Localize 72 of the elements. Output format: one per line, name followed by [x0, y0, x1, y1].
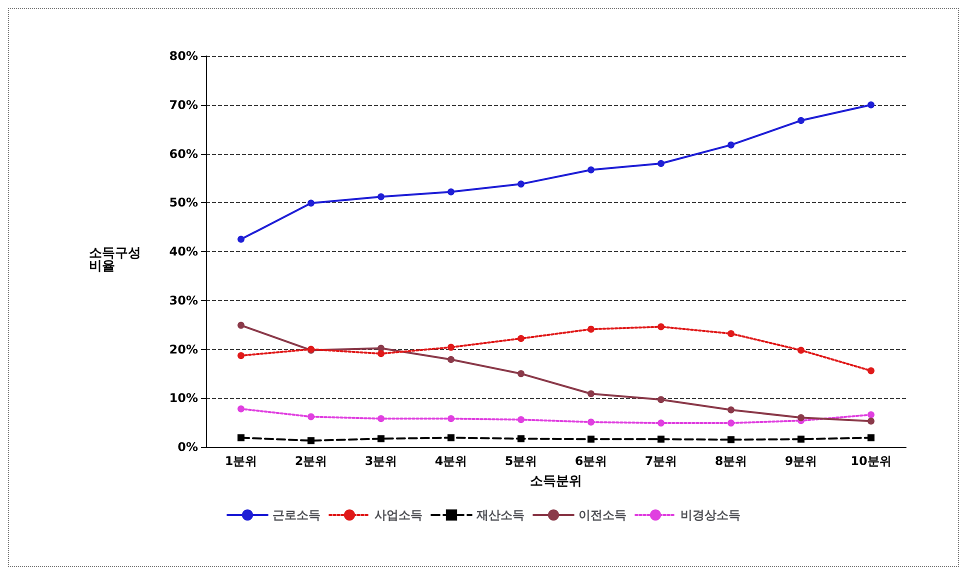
y-tick-label: 50% — [169, 196, 198, 210]
point — [588, 418, 594, 426]
point — [868, 101, 874, 108]
legend-label: 이전소득 — [578, 508, 626, 522]
point — [308, 437, 314, 444]
point — [448, 415, 454, 422]
x-tick-label: 8분위 — [714, 454, 748, 468]
point — [308, 413, 314, 420]
point — [588, 390, 594, 398]
y-tick-label: 30% — [169, 293, 198, 308]
legend-label: 재산소득 — [476, 508, 524, 522]
point — [238, 322, 244, 329]
point — [448, 356, 454, 364]
x-tick-label: 4분위 — [434, 454, 468, 468]
y-tick-label: 60% — [169, 146, 198, 161]
y-tick-label: 0% — [178, 440, 198, 454]
point — [238, 236, 244, 243]
legend-label: 사업소득 — [374, 508, 422, 522]
y-tick-label: 10% — [169, 391, 198, 406]
point — [728, 330, 734, 338]
point — [658, 436, 664, 443]
legend-label: 근로소득 — [272, 508, 320, 522]
point — [308, 200, 314, 207]
point — [728, 436, 734, 444]
y-tick-label: 20% — [169, 342, 198, 356]
x-axis-title: 소득분위 — [530, 474, 582, 489]
y-tick-label: 70% — [169, 98, 198, 112]
point — [658, 420, 664, 427]
point — [798, 346, 804, 354]
point — [868, 367, 874, 374]
point — [238, 434, 244, 442]
point — [448, 188, 454, 196]
point — [588, 166, 594, 174]
x-tick-label: 9분위 — [784, 454, 818, 468]
point — [518, 180, 524, 188]
point — [658, 160, 664, 168]
y-axis-title: 소득구성 비율 — [89, 246, 141, 274]
legend-label: 비경상소득 — [680, 508, 740, 522]
x-tick-label: 6분위 — [574, 454, 608, 468]
point — [378, 193, 384, 200]
x-tick-label: 7분위 — [644, 454, 678, 468]
point — [518, 416, 524, 424]
x-tick-label: 2분위 — [294, 454, 328, 468]
point — [868, 434, 874, 442]
point — [518, 335, 524, 342]
y-tick-label: 80% — [169, 49, 198, 63]
point — [728, 420, 734, 427]
x-tick-label: 3분위 — [364, 454, 398, 468]
x-tick-label: 5분위 — [504, 454, 538, 468]
point — [518, 435, 524, 442]
point — [658, 323, 664, 330]
point — [518, 370, 524, 378]
y-tick-label: 40% — [169, 244, 198, 258]
point — [798, 414, 804, 422]
point — [378, 415, 384, 422]
point — [658, 396, 664, 404]
point — [728, 141, 734, 148]
x-tick-label: 10분위 — [850, 454, 892, 468]
point — [238, 405, 244, 412]
point — [868, 411, 874, 418]
x-tick-label: 1분위 — [224, 454, 258, 468]
point — [378, 350, 384, 358]
point — [728, 406, 734, 414]
point — [798, 117, 804, 124]
point — [448, 344, 454, 351]
point — [868, 418, 874, 425]
point — [378, 435, 384, 442]
point — [798, 436, 804, 443]
point — [588, 326, 594, 333]
point — [588, 436, 594, 443]
point — [238, 352, 244, 360]
point — [448, 434, 454, 442]
